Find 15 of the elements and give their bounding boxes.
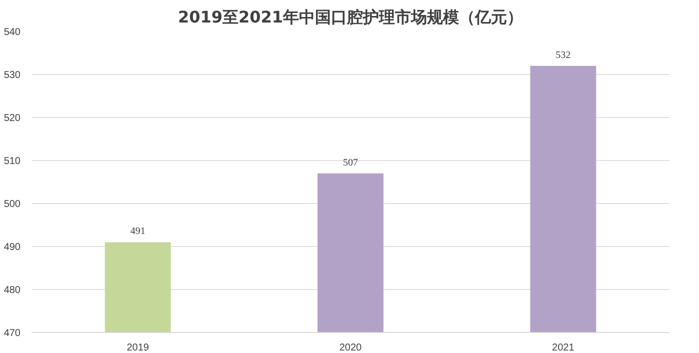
y-tick-label: 530 [4, 70, 21, 81]
x-tick-label: 2019 [126, 342, 150, 353]
x-tick-label: 2021 [552, 342, 575, 353]
y-tick-label: 540 [4, 27, 21, 38]
data-label: 507 [343, 157, 358, 168]
y-tick-label: 510 [4, 156, 21, 167]
x-tick-label: 2020 [339, 342, 362, 353]
y-tick-label: 480 [4, 285, 21, 296]
y-tick-label: 500 [4, 199, 21, 210]
y-tick-label: 470 [4, 328, 21, 339]
y-tick-label: 490 [4, 242, 21, 253]
y-tick-label: 520 [4, 113, 21, 124]
data-label: 532 [556, 50, 571, 61]
chart-title: 2019至2021年中国口腔护理市场规模（亿元） [178, 8, 524, 26]
data-label: 491 [130, 226, 146, 238]
